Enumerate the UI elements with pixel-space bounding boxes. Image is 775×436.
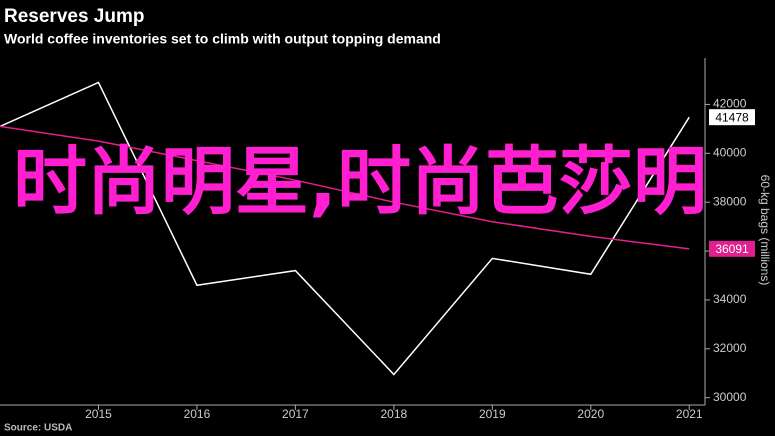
chart-title: Reserves Jump [4, 6, 144, 27]
value-label-box [709, 109, 755, 126]
y-tick-label: 34000 [713, 292, 747, 306]
x-tick-label: 2019 [479, 407, 506, 421]
value-label-box [709, 240, 755, 257]
y-tick-label: 32000 [713, 341, 747, 355]
y-tick-label: 42000 [713, 97, 747, 111]
x-tick-label: 2018 [381, 407, 408, 421]
series-line [0, 81, 690, 376]
overlay-text: 时尚明星,时尚芭莎明 [12, 139, 708, 225]
value-label: 36091 [715, 242, 749, 256]
chart-subtitle: World coffee inventories set to climb wi… [4, 31, 441, 47]
y-tick-label: 30000 [713, 390, 747, 404]
source: Source: USDA [4, 423, 72, 434]
y-tick-label: 38000 [713, 194, 747, 208]
x-tick-label: 2016 [184, 407, 211, 421]
series-line [0, 125, 690, 250]
y-tick-label: 40000 [713, 145, 747, 159]
y-axis-label: 60-kg bags (millions) [758, 175, 772, 286]
x-tick-label: 2020 [577, 407, 604, 421]
x-tick-label: 2017 [282, 407, 309, 421]
x-tick-label: 2015 [85, 407, 112, 421]
x-tick-label: 2021 [676, 407, 703, 421]
value-label: 41478 [715, 110, 749, 124]
